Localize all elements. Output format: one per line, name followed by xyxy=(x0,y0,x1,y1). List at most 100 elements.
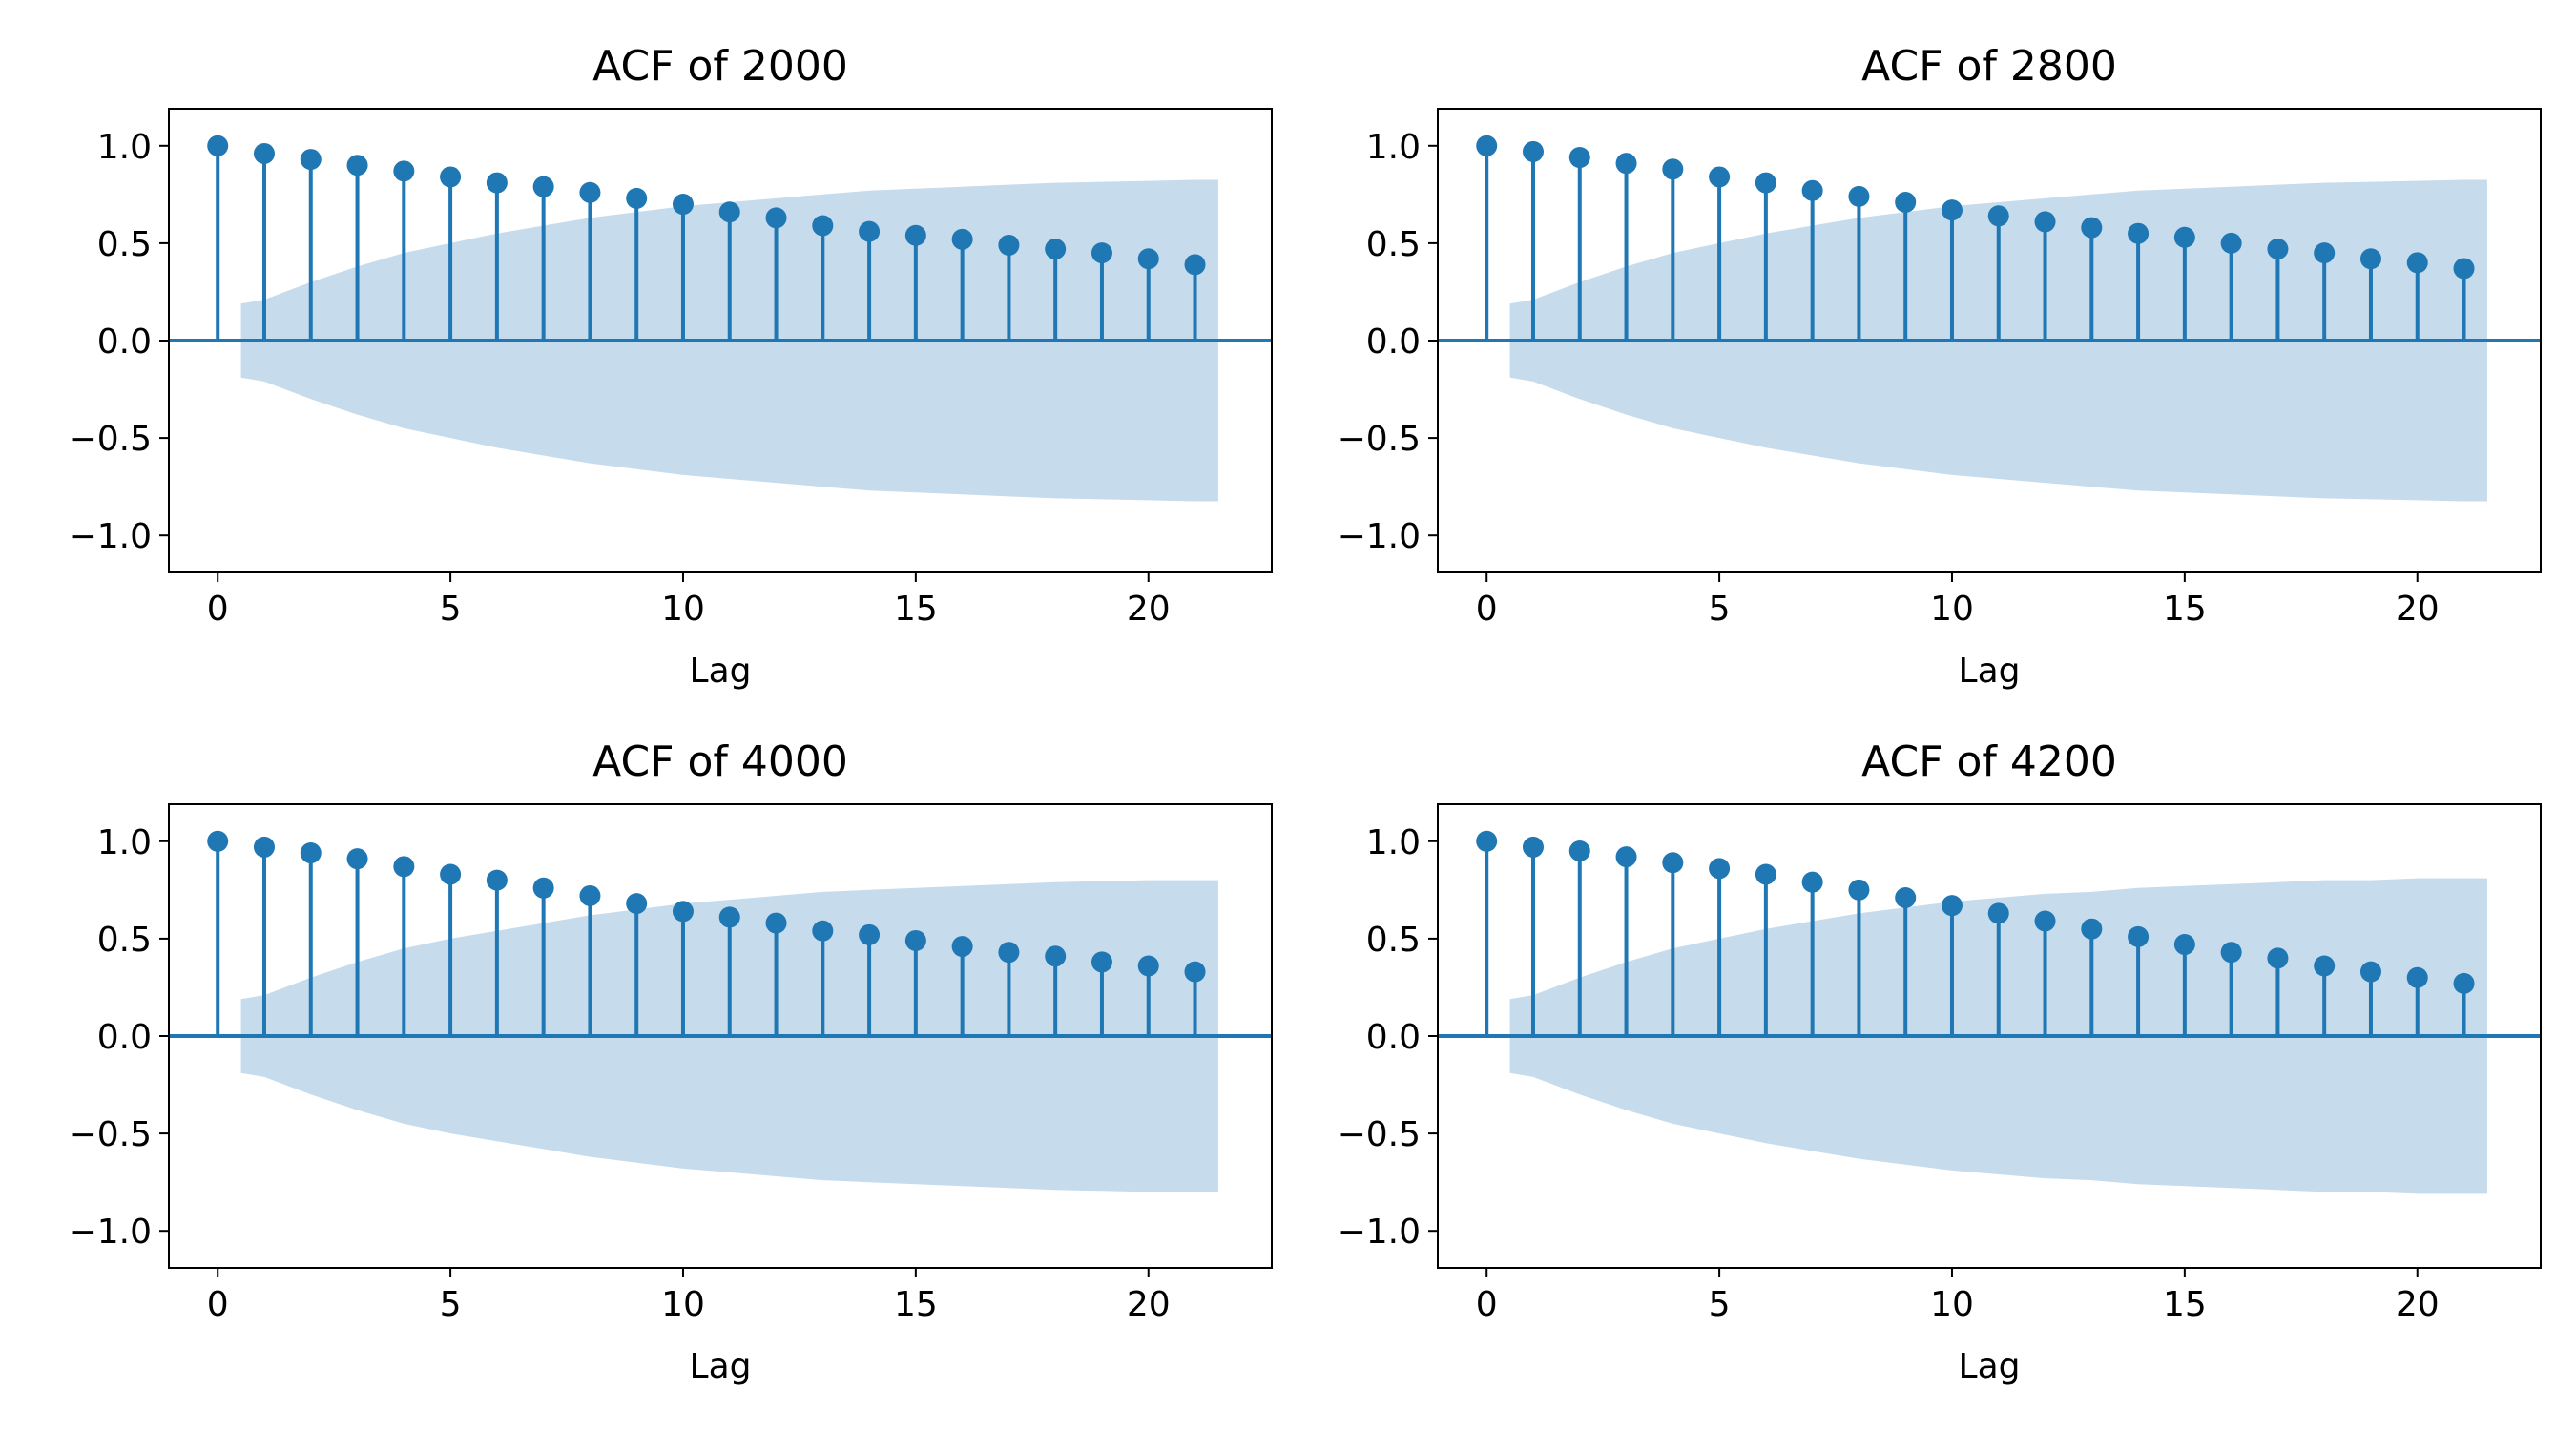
acf-point xyxy=(2128,925,2150,947)
acf-point xyxy=(1709,858,1731,880)
y-tick-label: −0.5 xyxy=(1338,1115,1421,1154)
acf-point xyxy=(626,187,648,209)
acf-point xyxy=(765,207,787,229)
y-tick-label: 0.0 xyxy=(1366,1018,1421,1057)
acf-point xyxy=(1568,840,1590,862)
acf-point xyxy=(1137,248,1159,270)
acf-point xyxy=(253,836,275,858)
acf-point xyxy=(1709,166,1731,188)
acf-point xyxy=(1987,205,2009,227)
acf-point xyxy=(1848,879,1870,901)
acf-point xyxy=(859,923,881,945)
acf-point xyxy=(1895,192,1917,214)
acf-point xyxy=(1184,961,1206,983)
acf-point xyxy=(346,155,368,176)
acf-point xyxy=(812,920,834,942)
x-tick-label: 0 xyxy=(1476,1285,1498,1324)
acf-point xyxy=(2267,947,2289,969)
acf-point xyxy=(904,224,926,246)
acf-point xyxy=(1895,887,1917,909)
x-tick-label: 20 xyxy=(1127,1285,1171,1324)
acf-point xyxy=(532,176,554,197)
y-tick-label: 1.0 xyxy=(97,823,152,862)
acf-point xyxy=(2220,942,2242,964)
acf-point xyxy=(1091,951,1112,973)
chart-title: ACF of 2800 xyxy=(1861,42,2117,91)
x-tick-label: 5 xyxy=(440,590,462,629)
acf-point xyxy=(2314,242,2336,264)
y-tick-label: −1.0 xyxy=(69,517,152,556)
acf-point xyxy=(579,884,601,906)
chart-title: ACF of 4000 xyxy=(592,737,848,786)
acf-point xyxy=(1568,147,1590,169)
acf-point xyxy=(393,160,415,182)
acf-point xyxy=(672,901,694,923)
chart-title: ACF of 2000 xyxy=(592,42,848,91)
x-tick-label: 10 xyxy=(661,1285,705,1324)
x-tick-label: 15 xyxy=(2163,1285,2207,1324)
x-tick-label: 10 xyxy=(1930,1285,1974,1324)
y-tick-label: 0.5 xyxy=(97,225,152,264)
acf-point xyxy=(951,936,973,958)
y-tick-label: 0.5 xyxy=(1366,225,1421,264)
acf-point xyxy=(346,848,368,870)
acf-point xyxy=(1045,238,1067,260)
acf-point xyxy=(2453,258,2475,280)
x-tick-label: 20 xyxy=(2396,1285,2440,1324)
x-tick-label: 20 xyxy=(1127,590,1171,629)
acf-point xyxy=(1801,179,1823,201)
x-axis-label: Lag xyxy=(690,652,752,691)
y-tick-label: −0.5 xyxy=(69,420,152,459)
acf-panel: ACF of 2800 Lag 0 5 10 15 20 1.0 0.5 0.0 −0.5 −1.… xyxy=(1338,42,2542,691)
acf-point xyxy=(1184,254,1206,276)
x-axis-label: Lag xyxy=(690,1347,752,1386)
y-tick-label: −1.0 xyxy=(1338,517,1421,556)
chart-title: ACF of 4200 xyxy=(1861,737,2117,786)
acf-point xyxy=(2359,248,2381,270)
acf-point xyxy=(859,220,881,242)
y-tick-label: 0.0 xyxy=(1366,322,1421,362)
y-tick-label: −1.0 xyxy=(69,1213,152,1252)
acf-point xyxy=(486,869,508,891)
y-tick-label: 0.0 xyxy=(97,1018,152,1057)
acf-point xyxy=(1522,140,1544,162)
x-axis-label: Lag xyxy=(1959,1347,2021,1386)
acf-point xyxy=(1662,852,1684,874)
acf-point xyxy=(2453,972,2475,994)
acf-panel: ACF of 2000 Lag 0 5 10 15 20 1.0 0.5 0.0 −0.5 −1.… xyxy=(69,42,1273,691)
acf-point xyxy=(300,842,322,864)
acf-point xyxy=(812,215,834,237)
acf-point xyxy=(2128,222,2150,244)
acf-point xyxy=(440,863,462,885)
y-tick-label: 0.0 xyxy=(97,322,152,362)
y-tick-label: −0.5 xyxy=(69,1115,152,1154)
x-tick-label: 0 xyxy=(207,590,229,629)
acf-point xyxy=(1045,945,1067,967)
acf-point xyxy=(2359,961,2381,983)
acf-point xyxy=(2406,966,2428,988)
y-tick-label: 1.0 xyxy=(97,128,152,167)
acf-point xyxy=(2034,910,2056,932)
acf-point xyxy=(300,149,322,171)
acf-point xyxy=(1476,135,1498,156)
acf-point xyxy=(904,929,926,951)
acf-point xyxy=(1801,871,1823,893)
acf-point xyxy=(2173,226,2195,248)
acf-point xyxy=(1941,199,1963,221)
y-tick-label: 0.5 xyxy=(1366,921,1421,960)
acf-point xyxy=(1476,830,1498,852)
acf-point xyxy=(2081,217,2103,238)
acf-point xyxy=(2081,918,2103,940)
acf-point xyxy=(998,234,1020,256)
acf-point xyxy=(2314,955,2336,977)
acf-point xyxy=(207,135,229,156)
acf-point xyxy=(579,181,601,203)
acf-point xyxy=(207,830,229,852)
x-tick-label: 15 xyxy=(2163,590,2207,629)
acf-point xyxy=(486,172,508,194)
x-tick-label: 15 xyxy=(894,590,938,629)
acf-point xyxy=(1987,902,2009,924)
acf-point xyxy=(1848,185,1870,207)
acf-point xyxy=(998,942,1020,964)
